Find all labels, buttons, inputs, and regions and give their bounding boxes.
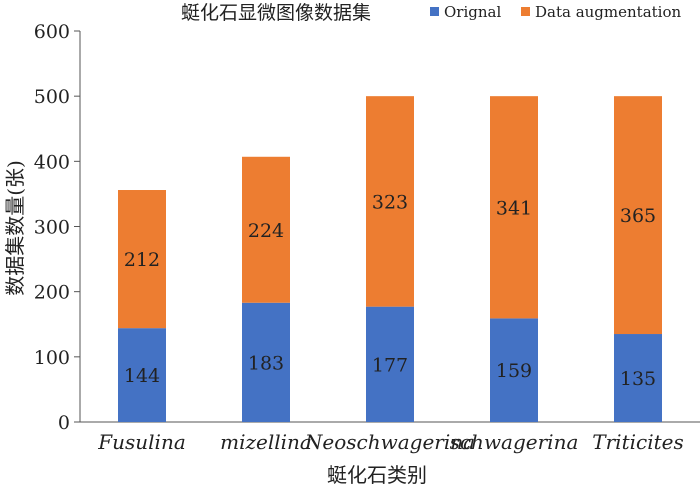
y-tick-label: 400: [34, 151, 70, 173]
legend: Orignal Data augmentation: [430, 3, 682, 21]
x-tick-label: schwagerina: [450, 430, 579, 454]
y-tick-label: 500: [34, 86, 70, 108]
bar-original: [366, 306, 414, 422]
y-tick-label: 0: [58, 412, 70, 434]
bar-augmentation: [118, 190, 166, 329]
data-label: 177: [372, 354, 408, 376]
bar-augmentation: [490, 96, 538, 319]
plot-area: 0 100 200 300 400 500 600 144 212 Fusulina 183 224 m…: [34, 21, 700, 454]
data-label: 159: [496, 360, 532, 382]
data-label: 183: [248, 352, 284, 374]
data-label: 323: [372, 191, 408, 213]
x-tick-label: Fusulina: [97, 430, 186, 454]
legend-swatch: [430, 7, 439, 16]
y-tick-label: 200: [34, 282, 70, 304]
data-label: 135: [620, 368, 656, 390]
y-tick-label: 100: [34, 347, 70, 369]
bar-augmentation: [614, 96, 662, 335]
x-axis-title: 蜓化石类别: [327, 463, 427, 487]
bar-original: [614, 334, 662, 422]
x-tick-label: mizellina: [220, 430, 312, 454]
legend-label: Data augmentation: [535, 3, 682, 21]
legend-label: Orignal: [444, 3, 501, 21]
y-axis-title: 数据集数量(张): [3, 160, 27, 296]
chart-title: 蜓化石显微图像数据集: [181, 2, 371, 24]
bar-original: [242, 302, 290, 422]
data-label: 365: [620, 205, 656, 227]
bar-augmentation: [366, 96, 414, 307]
x-tick-label: Triticites: [592, 430, 683, 454]
data-label: 224: [248, 220, 284, 242]
bar-original: [490, 318, 538, 422]
data-label: 212: [124, 249, 160, 271]
y-tick-label: 300: [34, 217, 70, 239]
data-label: 144: [124, 365, 160, 387]
bar-augmentation: [242, 156, 290, 303]
x-tick-label: Neoschwagerina: [304, 430, 475, 454]
data-label: 341: [496, 197, 532, 219]
legend-swatch: [521, 7, 530, 16]
y-tick-label: 600: [34, 21, 70, 43]
bar-original: [118, 328, 166, 422]
